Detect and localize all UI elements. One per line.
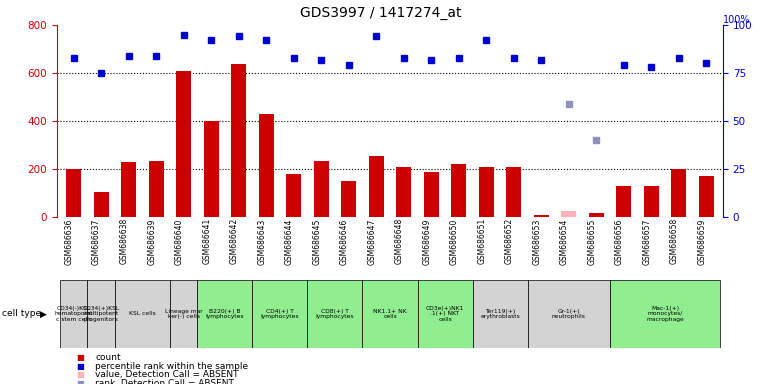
Text: GSM686636: GSM686636 bbox=[65, 218, 74, 265]
FancyBboxPatch shape bbox=[115, 280, 170, 348]
Text: GSM686643: GSM686643 bbox=[257, 218, 266, 265]
Text: GSM686651: GSM686651 bbox=[477, 218, 486, 265]
FancyBboxPatch shape bbox=[253, 280, 307, 348]
Bar bbox=[699, 176, 714, 217]
Text: NK1.1+ NK
cells: NK1.1+ NK cells bbox=[373, 308, 407, 319]
Bar bbox=[231, 65, 247, 217]
Bar bbox=[148, 161, 164, 217]
Text: CD34(+)KSL
multipotent
progenitors: CD34(+)KSL multipotent progenitors bbox=[82, 306, 119, 322]
Text: Ter119(+)
erythroblasts: Ter119(+) erythroblasts bbox=[480, 308, 520, 319]
Text: GSM686642: GSM686642 bbox=[230, 218, 239, 265]
Bar bbox=[533, 215, 549, 217]
FancyBboxPatch shape bbox=[307, 280, 362, 348]
Bar bbox=[424, 172, 439, 217]
FancyBboxPatch shape bbox=[473, 280, 527, 348]
Text: value, Detection Call = ABSENT: value, Detection Call = ABSENT bbox=[95, 370, 239, 379]
FancyBboxPatch shape bbox=[197, 280, 253, 348]
Text: GSM686657: GSM686657 bbox=[642, 218, 651, 265]
Text: GSM686637: GSM686637 bbox=[92, 218, 101, 265]
Text: GSM686638: GSM686638 bbox=[119, 218, 129, 265]
Text: ■: ■ bbox=[76, 379, 84, 384]
Text: GSM686649: GSM686649 bbox=[422, 218, 431, 265]
Text: count: count bbox=[95, 353, 121, 362]
Text: GSM686653: GSM686653 bbox=[533, 218, 541, 265]
Text: cell type: cell type bbox=[2, 310, 40, 318]
FancyBboxPatch shape bbox=[60, 280, 88, 348]
Text: GSM686652: GSM686652 bbox=[505, 218, 514, 265]
Text: rank, Detection Call = ABSENT: rank, Detection Call = ABSENT bbox=[95, 379, 234, 384]
Text: CD3e(+)NK1
.1(+) NKT
cells: CD3e(+)NK1 .1(+) NKT cells bbox=[426, 306, 464, 322]
Bar bbox=[121, 162, 136, 217]
Text: Lineage mar
ker(-) cells: Lineage mar ker(-) cells bbox=[165, 308, 202, 319]
Text: GSM686659: GSM686659 bbox=[697, 218, 706, 265]
Text: Mac-1(+)
monocytes/
macrophage: Mac-1(+) monocytes/ macrophage bbox=[646, 306, 684, 322]
Bar bbox=[259, 114, 274, 217]
Bar bbox=[451, 164, 466, 217]
FancyBboxPatch shape bbox=[610, 280, 720, 348]
Bar bbox=[644, 186, 659, 217]
Text: GSM686646: GSM686646 bbox=[339, 218, 349, 265]
Text: GSM686654: GSM686654 bbox=[560, 218, 569, 265]
FancyBboxPatch shape bbox=[362, 280, 418, 348]
Text: GSM686644: GSM686644 bbox=[285, 218, 294, 265]
Bar bbox=[314, 161, 329, 217]
Bar bbox=[589, 214, 604, 217]
Text: CD34(-)KSL
hematopoiet
c stem cells: CD34(-)KSL hematopoiet c stem cells bbox=[54, 306, 93, 322]
Text: ▶: ▶ bbox=[40, 310, 47, 318]
Text: GDS3997 / 1417274_at: GDS3997 / 1417274_at bbox=[300, 6, 461, 20]
Bar bbox=[616, 186, 632, 217]
Bar bbox=[341, 182, 356, 217]
Text: GSM686645: GSM686645 bbox=[312, 218, 321, 265]
Text: GSM686658: GSM686658 bbox=[670, 218, 679, 265]
Text: B220(+) B
lymphocytes: B220(+) B lymphocytes bbox=[205, 308, 244, 319]
FancyBboxPatch shape bbox=[418, 280, 473, 348]
Bar bbox=[176, 71, 191, 217]
Text: GSM686655: GSM686655 bbox=[587, 218, 597, 265]
Bar bbox=[562, 211, 576, 217]
Bar bbox=[396, 167, 412, 217]
Text: GSM686650: GSM686650 bbox=[450, 218, 459, 265]
Text: ■: ■ bbox=[76, 353, 84, 362]
Text: CD8(+) T
lymphocytes: CD8(+) T lymphocytes bbox=[316, 308, 354, 319]
Bar bbox=[204, 121, 218, 217]
Bar bbox=[286, 174, 301, 217]
Text: GSM686647: GSM686647 bbox=[368, 218, 376, 265]
Text: 100%: 100% bbox=[723, 15, 750, 25]
FancyBboxPatch shape bbox=[527, 280, 610, 348]
Text: Gr-1(+)
neutrophils: Gr-1(+) neutrophils bbox=[552, 308, 586, 319]
FancyBboxPatch shape bbox=[88, 280, 115, 348]
Text: GSM686641: GSM686641 bbox=[202, 218, 211, 265]
Text: GSM686639: GSM686639 bbox=[147, 218, 156, 265]
Text: GSM686648: GSM686648 bbox=[395, 218, 404, 265]
Bar bbox=[479, 167, 494, 217]
Text: GSM686640: GSM686640 bbox=[174, 218, 183, 265]
Bar bbox=[368, 157, 384, 217]
Bar bbox=[671, 169, 686, 217]
Text: KSL cells: KSL cells bbox=[129, 311, 156, 316]
Text: ■: ■ bbox=[76, 362, 84, 371]
Bar bbox=[66, 169, 81, 217]
Text: CD4(+) T
lymphocytes: CD4(+) T lymphocytes bbox=[261, 308, 299, 319]
Text: percentile rank within the sample: percentile rank within the sample bbox=[95, 362, 248, 371]
Bar bbox=[506, 167, 521, 217]
Text: ■: ■ bbox=[76, 370, 84, 379]
Text: GSM686656: GSM686656 bbox=[615, 218, 624, 265]
Bar bbox=[94, 192, 109, 217]
FancyBboxPatch shape bbox=[170, 280, 197, 348]
